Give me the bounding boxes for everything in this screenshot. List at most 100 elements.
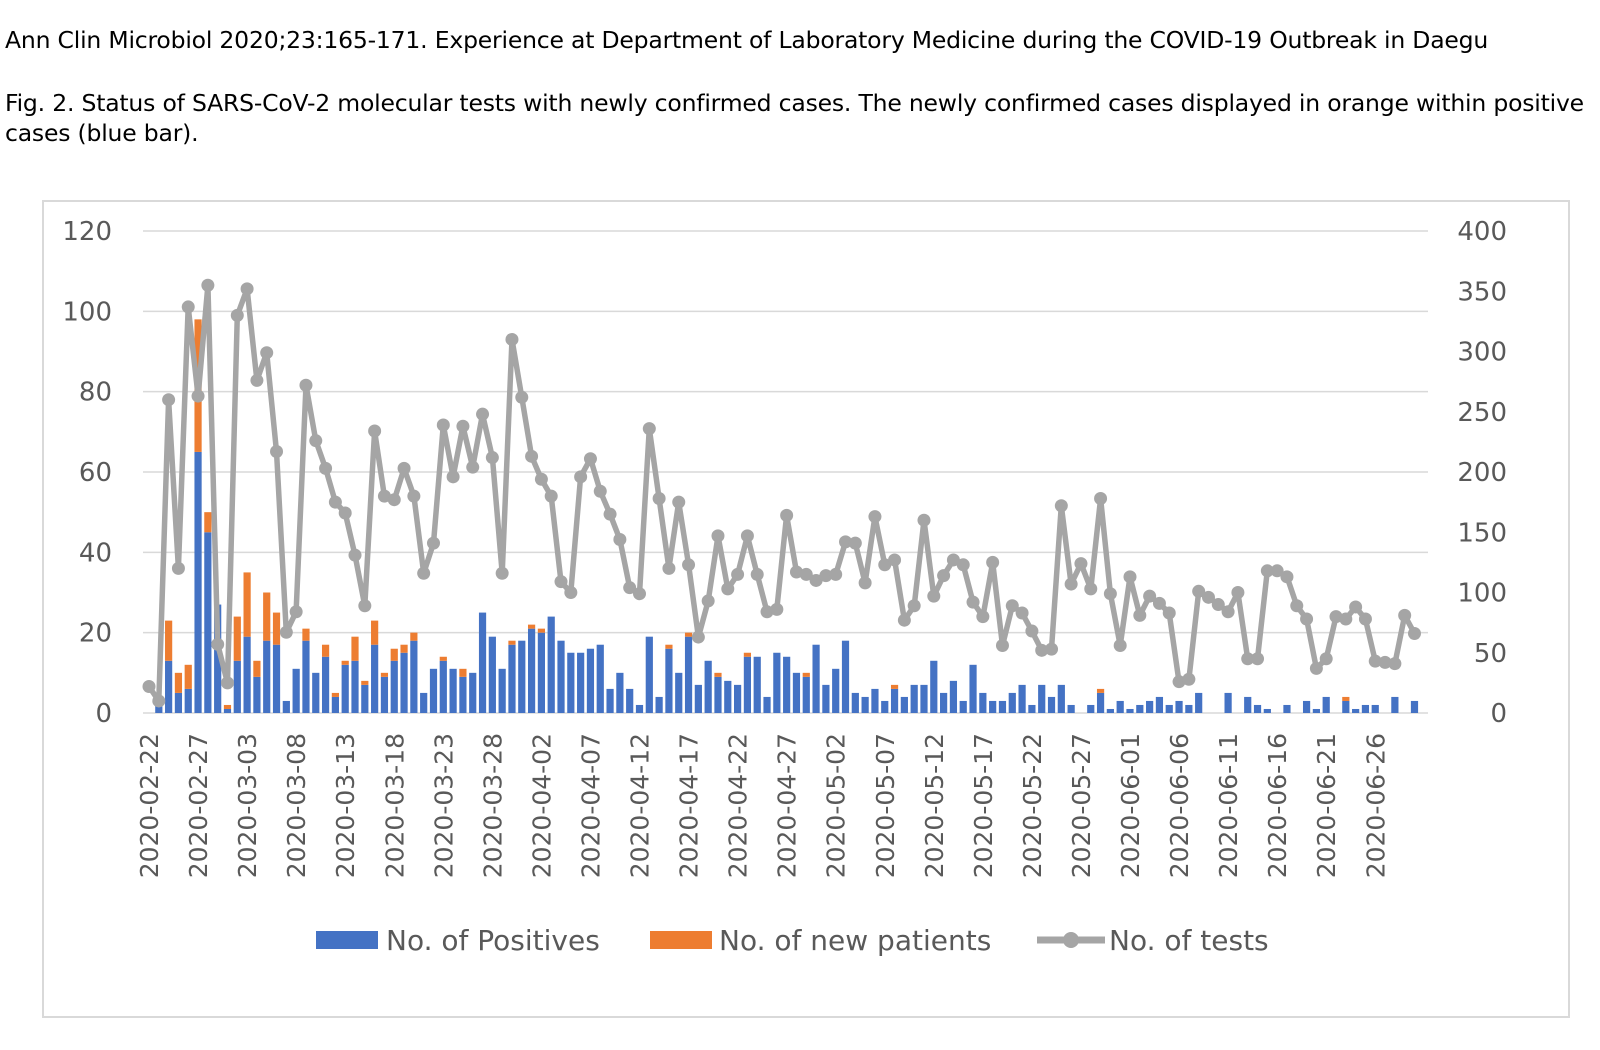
tests-point <box>279 625 293 639</box>
tests-point <box>1368 654 1382 668</box>
bar-positives <box>1185 704 1193 713</box>
tests-point <box>937 569 951 583</box>
tests-point <box>1005 599 1019 613</box>
tests-point <box>858 576 872 590</box>
tests-point <box>1064 577 1078 591</box>
bar-positives <box>832 668 840 713</box>
x-tick-label: 2020-05-12 <box>920 733 949 878</box>
x-axis-ticks: 2020-02-22 2020-02-27 2020-03-03 2020-03-08… <box>135 733 1390 878</box>
bar-positives <box>567 652 575 713</box>
bar-positives <box>1283 704 1291 713</box>
tests-point <box>868 510 882 524</box>
bar-positives <box>1057 684 1065 713</box>
right-axis-ticks: 0 50 100 150 200 250 300 350 400 <box>1457 217 1507 729</box>
bar-positives <box>508 644 516 713</box>
bar-positives <box>655 696 663 713</box>
tests-point <box>358 599 372 613</box>
tests-point <box>642 422 656 436</box>
legend-swatch-tests-marker <box>1063 932 1079 948</box>
bar-positives <box>547 616 555 713</box>
tests-point <box>446 470 460 484</box>
bar-new-patients <box>665 644 673 649</box>
bar-positives <box>684 636 693 713</box>
left-tick-label: 120 <box>62 217 112 247</box>
bar-positives <box>900 696 908 713</box>
legend-swatch-positives <box>316 931 378 949</box>
tests-point <box>230 308 244 322</box>
tests-point <box>1329 610 1343 624</box>
bar-positives <box>734 684 742 713</box>
right-tick-label: 300 <box>1457 338 1507 368</box>
bar-new-patients <box>263 592 271 641</box>
bar-positives <box>763 696 771 713</box>
bar-positives <box>635 704 644 713</box>
tests-point <box>995 639 1009 653</box>
bar-positives <box>1312 708 1320 713</box>
tests-point <box>1270 564 1284 578</box>
tests-point <box>495 566 509 580</box>
tests-point <box>1349 600 1363 614</box>
tests-point <box>829 567 843 581</box>
tests-point <box>377 489 391 503</box>
bar-positives <box>969 664 977 713</box>
right-tick-label: 50 <box>1474 639 1507 669</box>
tests-point <box>485 451 499 465</box>
x-tick-label: 2020-03-08 <box>282 733 311 878</box>
tests-point <box>299 378 313 392</box>
bar-positives <box>675 672 683 713</box>
bar-positives <box>331 696 339 713</box>
bar-new-patients <box>341 660 349 665</box>
tests-point <box>583 452 597 466</box>
tests-point <box>1378 655 1392 669</box>
tests-point <box>387 493 401 507</box>
bar-positives <box>704 660 712 713</box>
bar-new-patients <box>1342 696 1350 701</box>
bar-new-patients <box>508 640 516 645</box>
right-tick-label: 350 <box>1457 277 1507 307</box>
tests-point <box>946 553 960 567</box>
bar-new-patients <box>714 672 722 677</box>
line-series <box>142 278 1421 708</box>
bar-new-patients <box>371 620 379 645</box>
bar-positives <box>753 656 761 713</box>
tests-point <box>260 346 274 360</box>
bar-positives <box>204 532 212 713</box>
bar-positives <box>890 688 899 713</box>
bar-new-patients <box>890 684 899 689</box>
tests-point <box>181 300 195 314</box>
bar-positives <box>1146 700 1154 713</box>
tests-point <box>701 594 715 608</box>
x-tick-label: 2020-05-02 <box>822 733 851 878</box>
bar-positives <box>1096 692 1105 713</box>
bar-positives <box>1224 692 1232 713</box>
x-tick-label: 2020-04-12 <box>626 733 655 878</box>
tests-point <box>240 282 254 296</box>
bar-positives <box>616 672 624 713</box>
tests-point <box>1035 643 1049 657</box>
bar-positives <box>420 692 428 713</box>
bar-positives <box>851 692 859 713</box>
tests-point <box>966 595 980 609</box>
bar-positives <box>1322 696 1330 713</box>
tests-point <box>917 513 931 527</box>
tests-point <box>417 566 431 580</box>
tests-point <box>201 278 215 292</box>
tests-point <box>848 536 862 550</box>
legend-swatch-new-patients <box>650 931 712 949</box>
bar-positives <box>665 648 673 713</box>
bar-new-patients <box>204 512 212 533</box>
left-tick-label: 0 <box>95 699 112 729</box>
bar-positives <box>802 676 810 713</box>
tests-point <box>466 460 480 474</box>
bar-positives <box>1352 708 1360 713</box>
bar-positives <box>214 604 222 713</box>
bar-positives <box>1106 708 1114 713</box>
x-tick-label: 2020-06-01 <box>1116 733 1145 878</box>
right-tick-label: 150 <box>1457 518 1507 548</box>
tests-point <box>1143 589 1157 603</box>
bar-new-patients <box>272 612 281 645</box>
x-tick-label: 2020-05-07 <box>871 733 900 878</box>
left-tick-label: 20 <box>79 619 112 649</box>
x-tick-label: 2020-04-27 <box>773 733 802 878</box>
bar-positives <box>1126 708 1134 713</box>
